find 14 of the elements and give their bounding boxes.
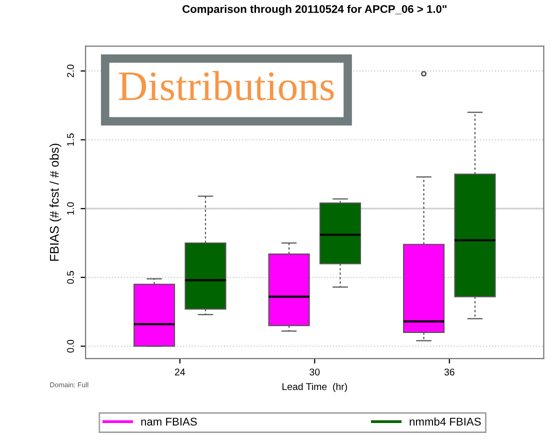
x-tick-label: 24 (174, 368, 186, 376)
y-tick-label: 0.0 (67, 340, 74, 353)
x-tick-label: 30 (310, 368, 320, 376)
y-tick-label: 1.0 (67, 202, 74, 215)
x-tick-label: 36 (444, 368, 454, 376)
x-axis-title: Lead Time (hr) (282, 382, 347, 392)
legend-label: nmmb4 FBIAS (410, 417, 481, 426)
y-axis-title: FBIAS (# fcst / # obs) (50, 144, 62, 261)
y-tick-label: 1.5 (67, 133, 74, 146)
annotation: Distributions (118, 71, 334, 100)
y-tick-label: 0.5 (67, 271, 74, 284)
chart-title: Comparison through 20110524 for APCP_06 > 1.0" (182, 4, 446, 16)
y-tick-label: 2.0 (67, 64, 74, 78)
legend-label: nam FBIAS (141, 418, 197, 426)
